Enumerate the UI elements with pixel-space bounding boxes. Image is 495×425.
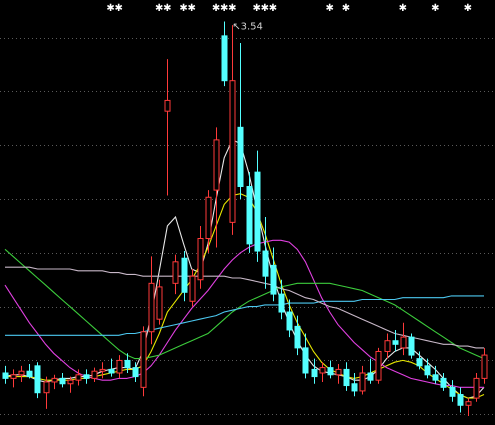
candle-body-up — [481, 354, 488, 379]
candle-body-down — [424, 365, 431, 376]
candle-body-up — [164, 99, 171, 112]
candle-body-down — [351, 383, 358, 392]
signal-marker: ✱ — [220, 3, 228, 14]
candle-body-up — [148, 282, 155, 333]
candle-body-up — [229, 80, 236, 223]
candle-body-up — [400, 336, 407, 349]
signal-marker: ✱ — [399, 3, 407, 14]
candle-body-up — [205, 196, 212, 240]
candle-body-up — [213, 139, 220, 191]
candle-body-up — [99, 368, 106, 372]
candle-body-up — [51, 377, 58, 383]
candle-body-up — [384, 340, 391, 352]
moving-average-line — [4, 248, 485, 360]
candle-body-down — [302, 347, 309, 374]
candle-body-up — [172, 261, 179, 284]
moving-average-line — [5, 266, 484, 349]
candle-body-down — [278, 293, 285, 313]
candle-body-up — [319, 367, 326, 374]
signal-marker: ✱ — [261, 3, 269, 14]
candle-body-down — [108, 368, 115, 374]
candle-body-down — [26, 370, 33, 378]
candle-body-down — [286, 311, 293, 331]
candle-body-up — [359, 372, 366, 392]
candle-body-down — [327, 367, 334, 376]
candle-body-down — [416, 358, 423, 367]
candle-body-down — [181, 257, 188, 293]
candle-body-up — [91, 370, 98, 379]
signal-marker: ✱ — [212, 3, 220, 14]
candle-body-up — [156, 286, 163, 320]
candle-body-up — [10, 374, 17, 379]
peak-arrow: ↖ — [232, 22, 240, 33]
candle-body-down — [432, 374, 439, 381]
peak-annotation: ↖3.54 — [232, 22, 263, 33]
candle-body-down — [270, 264, 277, 295]
signal-marker: ✱ — [342, 3, 350, 14]
signal-marker: ✱ — [163, 3, 171, 14]
candle-body-down — [83, 374, 90, 379]
candle-body-down — [449, 386, 456, 397]
candle-body-down — [237, 126, 244, 187]
candle-body-up — [335, 368, 342, 376]
signal-marker: ✱ — [106, 3, 114, 14]
signal-marker: ✱ — [155, 3, 163, 14]
candle-body-down — [221, 35, 228, 82]
candle-body-down — [34, 365, 41, 394]
candle-body-down — [343, 368, 350, 387]
candle-body-down — [132, 367, 139, 378]
candle-body-down — [408, 336, 415, 356]
candle-body-down — [294, 325, 301, 349]
grid — [0, 38, 495, 415]
signal-marker: ✱ — [326, 3, 334, 14]
signal-marker: ✱ — [179, 3, 187, 14]
candle-body-up — [473, 377, 480, 399]
candle-body-up — [140, 331, 147, 388]
peak-value: 3.54 — [241, 22, 263, 33]
candle-body-down — [254, 171, 261, 252]
candle-body-up — [43, 381, 50, 394]
candle-body-down — [2, 372, 9, 379]
signal-marker: ✱ — [188, 3, 196, 14]
candle-body-down — [367, 372, 374, 381]
candle-body-up — [465, 401, 472, 406]
candle-body-down — [457, 394, 464, 406]
signal-marker: ✱ — [464, 3, 472, 14]
candle-body-up — [189, 275, 196, 302]
candle-body-up — [116, 359, 123, 374]
signal-marker: ✱ — [228, 3, 236, 14]
candle-body-up — [18, 370, 25, 376]
candle-body-up — [67, 379, 74, 385]
candle-body-up — [375, 350, 382, 381]
moving-average-line — [5, 295, 484, 336]
signal-marker: ✱ — [252, 3, 260, 14]
candle-body-down — [246, 185, 253, 245]
candle-body-down — [124, 359, 131, 369]
candle-body-down — [440, 377, 447, 388]
signals: ✱ ✱ ✱ ✱ ✱ ✱ ✱ ✱ ✱ ✱ ✱ ✱ ✱ ✱ ✱ ✱ ✱↖3.54 — [106, 3, 472, 33]
candle-body-down — [392, 340, 399, 345]
signal-marker: ✱ — [114, 3, 122, 14]
candles — [2, 21, 488, 417]
candle-body-up — [75, 374, 82, 381]
candle-body-up — [197, 238, 204, 281]
signal-marker: ✱ — [269, 3, 277, 14]
signal-marker: ✱ — [431, 3, 439, 14]
candle-body-down — [59, 377, 66, 385]
candle-body-down — [311, 368, 318, 378]
candle-body-down — [262, 250, 269, 277]
